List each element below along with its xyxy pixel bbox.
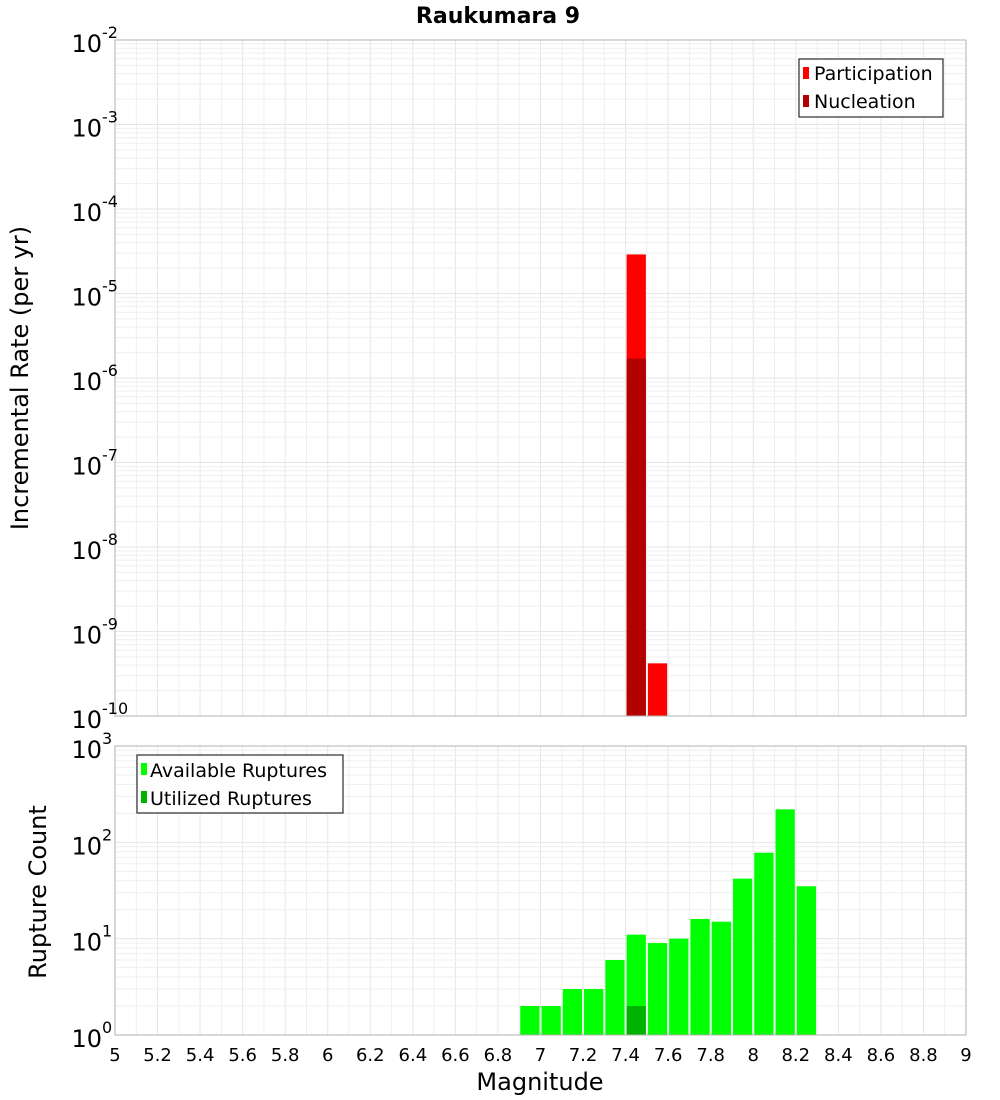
top-bar-nucleation xyxy=(626,358,646,716)
top-y-tick-label: 10 xyxy=(71,706,102,734)
legend-available-label: Available Ruptures xyxy=(150,760,327,782)
bottom-bar-available-ruptures xyxy=(647,943,668,1035)
top-y-tick-label: 10 xyxy=(71,622,102,650)
bottom-y-tick-exponent: 0 xyxy=(102,1018,112,1037)
x-tick-label: 7 xyxy=(535,1045,546,1066)
bottom-y-tick-exponent: 3 xyxy=(102,729,112,748)
top-y-tick-label: 10 xyxy=(71,199,102,227)
x-tick-label: 8.8 xyxy=(909,1045,938,1066)
bottom-y-tick-exponent: 1 xyxy=(102,922,112,941)
chart-title: Raukumara 9 xyxy=(416,4,580,29)
bottom-bar-available-ruptures xyxy=(520,1006,540,1035)
x-tick-label: 8.6 xyxy=(867,1045,896,1066)
top-y-tick-exponent: -8 xyxy=(102,530,118,549)
top-bar-participation xyxy=(647,663,668,716)
bottom-bar-available-ruptures xyxy=(562,989,583,1035)
top-y-tick-exponent: -9 xyxy=(102,615,118,634)
top-y-tick-label: 10 xyxy=(71,453,102,481)
x-tick-label: 5 xyxy=(109,1045,120,1066)
top-plot-area xyxy=(114,39,967,717)
x-tick-label: 8.4 xyxy=(824,1045,853,1066)
bottom-legend: Available Ruptures Utilized Ruptures xyxy=(136,754,344,814)
bottom-y-tick-label: 10 xyxy=(71,736,102,764)
top-y-tick-exponent: -7 xyxy=(102,446,118,465)
x-tick-label: 8.2 xyxy=(781,1045,810,1066)
bottom-bar-available-ruptures xyxy=(669,938,689,1035)
top-y-tick-label: 10 xyxy=(71,115,102,143)
bottom-bar-available-ruptures xyxy=(584,989,604,1035)
bottom-legend-box xyxy=(136,754,344,814)
top-y-tick-exponent: -2 xyxy=(102,23,118,42)
top-y-tick-label: 10 xyxy=(71,368,102,396)
legend-utilized-swatch xyxy=(141,791,147,803)
x-tick-label: 7.2 xyxy=(569,1045,598,1066)
x-tick-label: 6.4 xyxy=(399,1045,428,1066)
bottom-bar-available-ruptures xyxy=(711,921,731,1035)
bottom-y-tick-label: 10 xyxy=(71,1025,102,1053)
bottom-bar-utilized-ruptures xyxy=(626,1006,646,1035)
bottom-gridlines xyxy=(114,746,967,1036)
legend-participation-swatch xyxy=(803,67,809,79)
bottom-bar-available-ruptures xyxy=(541,1006,561,1035)
top-y-tick-exponent: -6 xyxy=(102,361,118,380)
x-tick-label: 6.8 xyxy=(484,1045,513,1066)
legend-participation-label: Participation xyxy=(814,63,933,85)
top-legend-box xyxy=(798,58,944,118)
legend-available-swatch xyxy=(141,763,147,775)
top-bars xyxy=(626,254,668,716)
x-tick-label: 7.8 xyxy=(696,1045,725,1066)
x-tick-label: 5.4 xyxy=(186,1045,215,1066)
x-tick-label: 6.6 xyxy=(441,1045,470,1066)
x-tick-label: 8 xyxy=(748,1045,759,1066)
top-y-axis-label: Incremental Rate (per yr) xyxy=(6,226,34,530)
bottom-bar-available-ruptures xyxy=(732,878,753,1035)
top-gridlines xyxy=(114,40,967,717)
bottom-bar-available-ruptures xyxy=(605,960,625,1035)
x-tick-label: 5.8 xyxy=(271,1045,300,1066)
x-tick-label: 6.2 xyxy=(356,1045,385,1066)
bottom-y-tick-label: 10 xyxy=(71,929,102,957)
top-y-tick-exponent: -5 xyxy=(102,277,118,296)
top-y-tick-label: 10 xyxy=(71,284,102,312)
bottom-bar-available-ruptures xyxy=(796,886,817,1035)
top-y-tick-exponent: -4 xyxy=(102,192,118,211)
top-y-tick-label: 10 xyxy=(71,30,102,58)
x-tick-labels: 5 5.2 5.4 5.6 5.8 6 6.2 6.4 6.6 6.8 7 7.2 7.4 7.6 7.8 8… xyxy=(109,1045,971,1066)
x-tick-label: 7.6 xyxy=(654,1045,683,1066)
legend-utilized-label: Utilized Ruptures xyxy=(150,788,312,810)
bottom-bar-available-ruptures xyxy=(754,852,774,1035)
x-tick-label: 5.2 xyxy=(143,1045,172,1066)
legend-nucleation-swatch xyxy=(803,95,809,107)
bottom-y-tick-exponent: 2 xyxy=(102,825,112,844)
top-y-tick-exponent: -10 xyxy=(102,699,128,718)
legend-nucleation-label: Nucleation xyxy=(814,91,916,113)
x-tick-label: 6 xyxy=(322,1045,333,1066)
bottom-y-axis-label: Rupture Count xyxy=(24,805,52,979)
top-legend: Participation Nucleation xyxy=(798,58,944,118)
bottom-bar-available-ruptures xyxy=(690,919,710,1035)
bottom-y-tick-label: 10 xyxy=(71,832,102,860)
bottom-bar-available-ruptures xyxy=(775,809,795,1035)
top-y-tick-label: 10 xyxy=(71,537,102,565)
top-y-tick-exponent: -3 xyxy=(102,108,118,127)
bottom-bars xyxy=(520,809,817,1035)
x-tick-label: 5.6 xyxy=(228,1045,257,1066)
x-tick-label: 9 xyxy=(960,1045,971,1066)
x-tick-label: 7.4 xyxy=(611,1045,640,1066)
bottom-plot-area xyxy=(114,745,967,1036)
x-axis-label: Magnitude xyxy=(476,1068,603,1096)
